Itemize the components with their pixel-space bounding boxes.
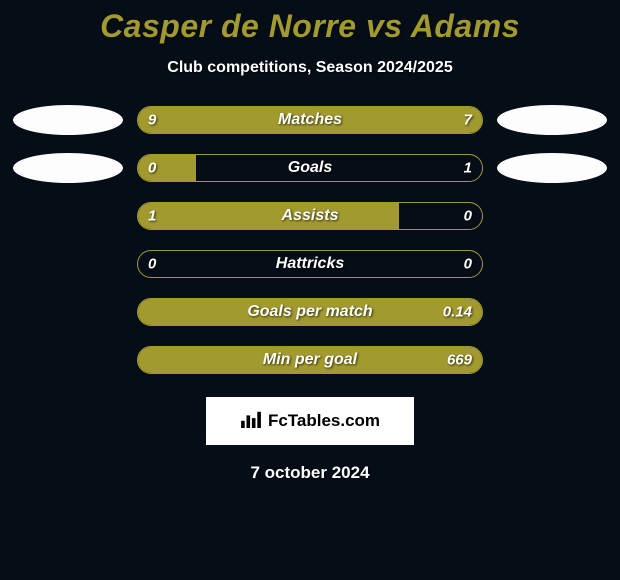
stat-row: Assists 1 0 [0, 201, 620, 231]
page-title: Casper de Norre vs Adams [0, 0, 620, 45]
bar-fill-left [138, 155, 196, 181]
stat-label: Matches [278, 111, 342, 129]
subtitle: Club competitions, Season 2024/2025 [0, 59, 620, 77]
stat-value-right: 0 [464, 256, 472, 273]
stat-value-left: 9 [148, 112, 156, 129]
stat-value-right: 669 [447, 352, 472, 369]
stat-bar: Assists 1 0 [137, 202, 483, 230]
stat-row: Min per goal 669 [0, 345, 620, 375]
source-badge: FcTables.com [206, 397, 414, 445]
player-right-oval [497, 153, 607, 183]
player-left-oval [13, 105, 123, 135]
stat-row: Hattricks 0 0 [0, 249, 620, 279]
stat-value-right: 1 [464, 160, 472, 177]
stat-value-left: 0 [148, 160, 156, 177]
stat-bar: Hattricks 0 0 [137, 250, 483, 278]
stat-value-right: 0.14 [443, 304, 472, 321]
comparison-card: Casper de Norre vs Adams Club competitio… [0, 0, 620, 580]
stat-label: Assists [282, 207, 339, 225]
stat-row: Goals 0 1 [0, 153, 620, 183]
stat-label: Hattricks [276, 255, 344, 273]
stat-value-right: 7 [464, 112, 472, 129]
stat-label: Goals [288, 159, 332, 177]
bar-fill-left [138, 203, 399, 229]
stat-row: Matches 9 7 [0, 105, 620, 135]
stat-row: Goals per match 0.14 [0, 297, 620, 327]
bar-fill-right [331, 107, 482, 133]
stat-rows: Matches97Goals01Assists10Hattricks00Goal… [0, 105, 620, 375]
bar-chart-icon [240, 410, 262, 433]
stat-value-left: 0 [148, 256, 156, 273]
player-right-oval [497, 105, 607, 135]
stat-value-left: 1 [148, 208, 156, 225]
source-text: FcTables.com [268, 411, 380, 431]
player-left-oval [13, 153, 123, 183]
stat-value-right: 0 [464, 208, 472, 225]
date-text: 7 october 2024 [0, 463, 620, 483]
stat-bar: Min per goal 669 [137, 346, 483, 374]
stat-label: Goals per match [247, 303, 372, 321]
stat-bar: Goals per match 0.14 [137, 298, 483, 326]
stat-bar: Matches 9 7 [137, 106, 483, 134]
stat-bar: Goals 0 1 [137, 154, 483, 182]
stat-label: Min per goal [263, 351, 357, 369]
